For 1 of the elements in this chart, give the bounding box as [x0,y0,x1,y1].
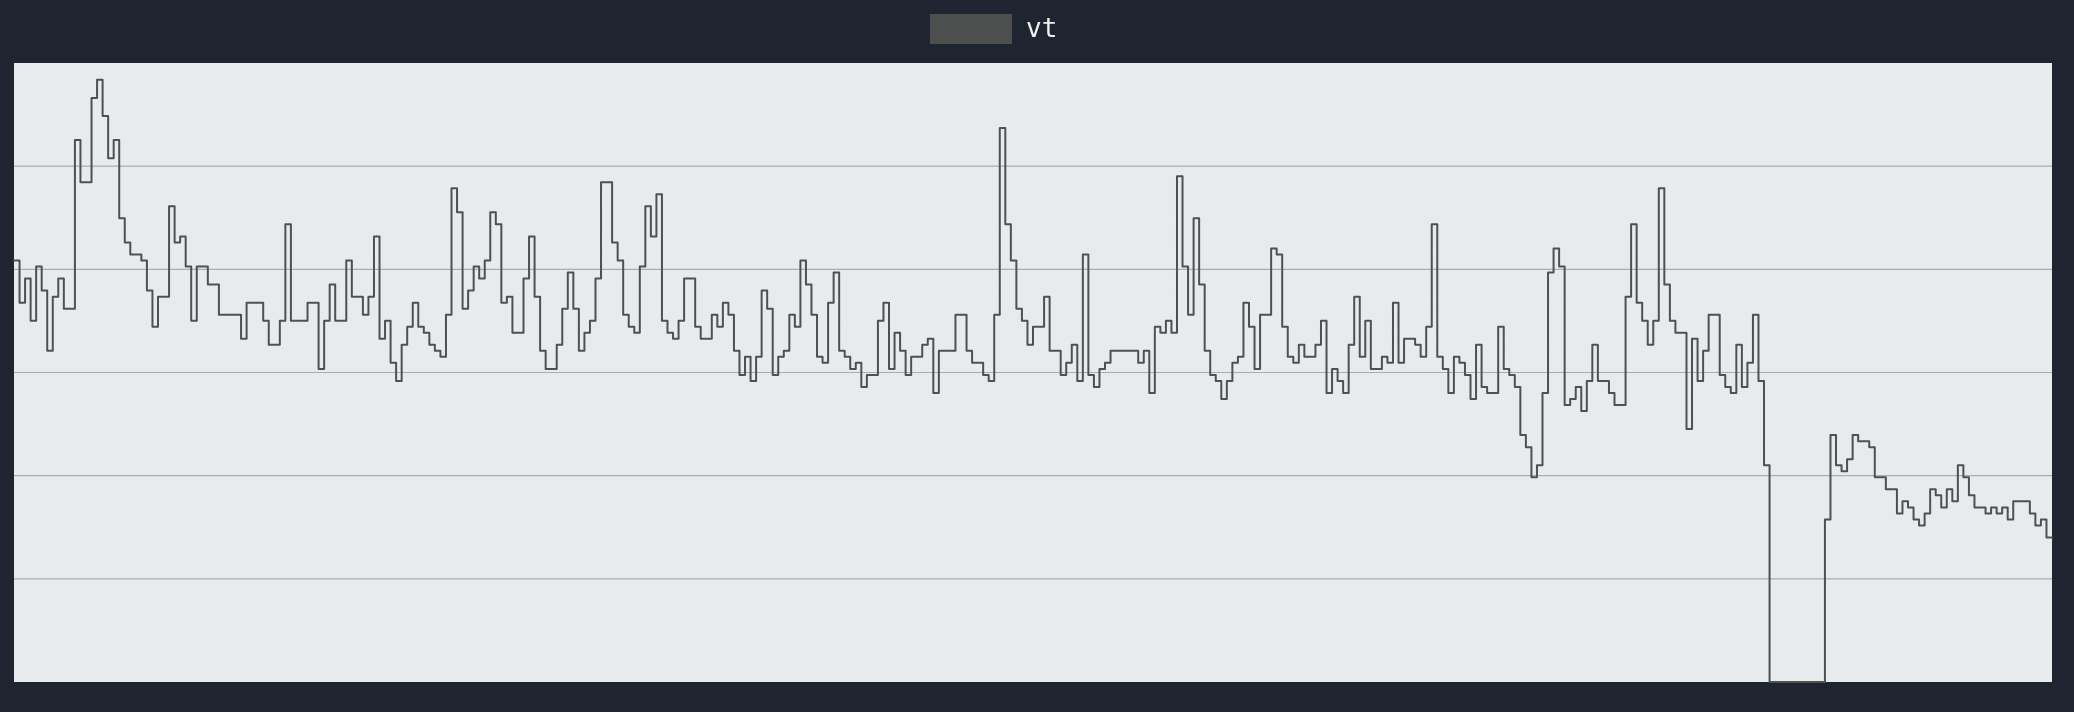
legend-label: vt [1026,12,1058,43]
